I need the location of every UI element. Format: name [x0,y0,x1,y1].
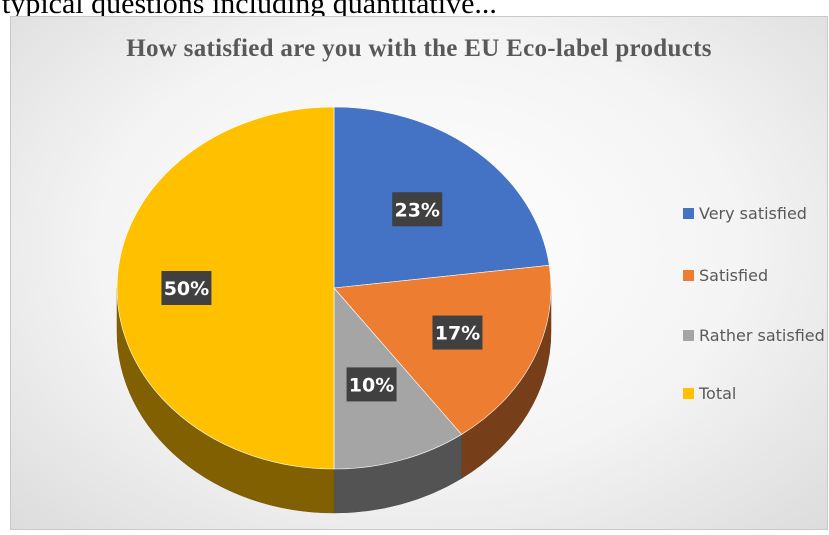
legend-item-total: Total [683,383,829,404]
data-labels: 23% 17% 10% 50% [161,192,483,402]
chart-area: How satisfied are you with the EU Eco-la… [10,16,828,530]
pie-slice-rather-satisfied [333,287,463,470]
legend-label: Satisfied [699,266,769,285]
data-label-very-satisfied: 23% [392,192,443,227]
legend-swatch [683,208,694,219]
pie-chart: 23% 17% 10% 50% [116,106,552,514]
legend-swatch [683,270,694,281]
pie-slice-total [116,106,335,470]
legend-item-very-satisfied: Very satisfied [683,203,829,224]
pie-slice-satisfied [333,264,552,435]
legend-item-rather-satisfied: Rather satisfied [683,325,829,346]
data-label-text: 10% [349,374,394,396]
data-label-satisfied: 17% [432,315,483,350]
legend-swatch [683,388,694,399]
legend-label: Total [699,384,737,403]
data-label-text: 23% [394,199,439,221]
clipped-page-text: typical questions including quantitative… [2,0,497,20]
data-label-total: 50% [161,271,212,305]
pie-slices [116,106,552,470]
legend-label: Rather satisfied [699,326,825,345]
legend-label: Very satisfied [699,204,807,223]
chart-title: How satisfied are you with the EU Eco-la… [126,35,712,62]
data-label-rather-satisfied: 10% [346,367,397,402]
data-label-text: 50% [164,278,209,300]
legend-item-satisfied: Satisfied [683,265,829,286]
legend-swatch [683,330,694,341]
data-label-text: 17% [435,323,480,345]
